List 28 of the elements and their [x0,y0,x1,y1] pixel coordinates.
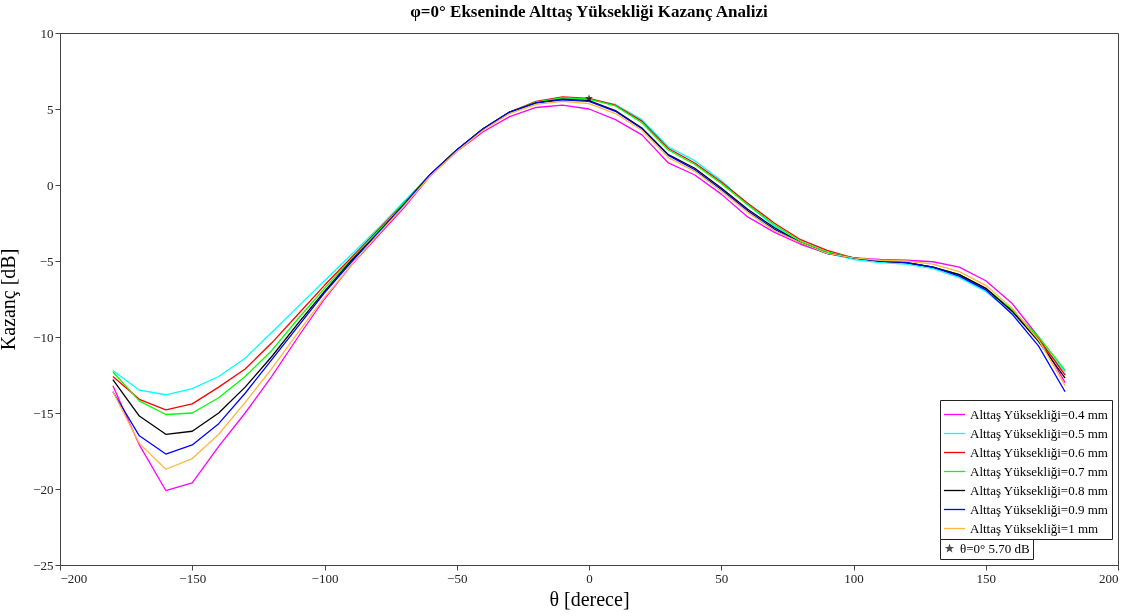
x-tick-label: 50 [715,570,729,586]
y-tick-label: 0 [47,177,54,193]
chart-title: φ=0° Ekseninde Alttaş Yüksekliği Kazanç Analizi [410,2,769,21]
legend-label: Alttaş Yüksekliği=0.6 mm [970,444,1108,460]
y-tick-label: −5 [39,253,54,269]
x-tick-label: −50 [447,570,468,586]
legend-label: Alttaş Yüksekliği=1 mm [970,520,1099,536]
y-tick-label: 5 [47,101,54,117]
x-tick-label: −200 [60,570,88,586]
legend-label: Alttaş Yüksekliği=0.8 mm [970,482,1108,498]
y-tick-label: −20 [33,481,54,497]
y-tick-label: −15 [33,405,54,421]
legend-label: Alttaş Yüksekliği=0.5 mm [970,425,1108,441]
legend-label: Alttaş Yüksekliği=0.4 mm [970,406,1108,422]
legend-label: Alttaş Yüksekliği=0.7 mm [970,463,1108,479]
x-axis-title: θ [derece] [549,587,630,610]
x-tick-label: 0 [586,570,593,586]
y-tick-label: 10 [40,25,54,41]
x-tick-label: −150 [179,570,207,586]
y-tick-label: −25 [33,557,54,573]
legend-label: θ=0° 5.70 dB [960,540,1031,556]
y-tick-label: −10 [33,329,54,345]
x-tick-label: 200 [1099,570,1119,586]
x-tick-label: 100 [844,570,864,586]
y-axis-title: Kazanç [dB] [0,248,21,351]
legend-label: Alttaş Yüksekliği=0.9 mm [970,501,1108,517]
x-tick-label: −100 [311,570,339,586]
x-tick-label: 150 [976,570,996,586]
